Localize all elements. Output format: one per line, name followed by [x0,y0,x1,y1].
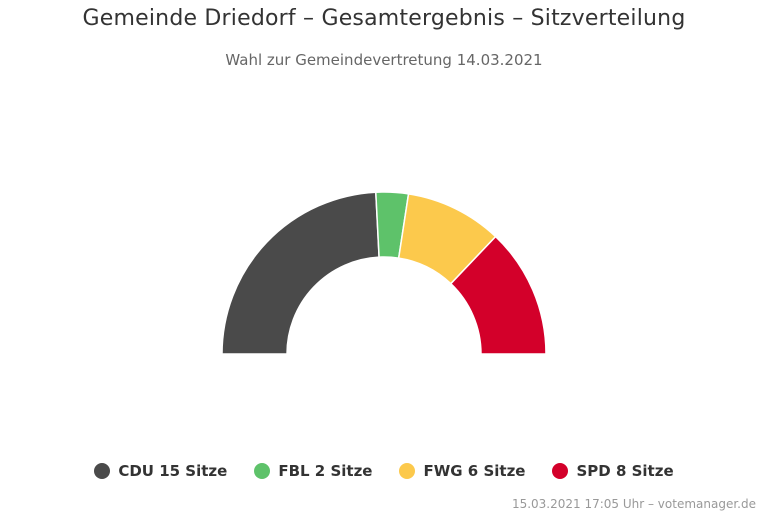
chart-title: Gemeinde Driedorf – Gesamtergebnis – Sit… [82,6,686,31]
legend-label-spd: SPD 8 Sitze [576,462,674,480]
legend-marker-spd [552,463,569,479]
legend-item-fwg[interactable]: FWG 6 Sitze [399,462,525,480]
legend-item-cdu[interactable]: CDU 15 Sitze [94,462,227,480]
slice-spd[interactable] [449,235,547,355]
legend-marker-cdu [94,463,111,479]
legend-marker-fwg [399,463,416,479]
legend-item-fbl[interactable]: FBL 2 Sitze [254,462,372,480]
legend-label-fbl: FBL 2 Sitze [278,462,373,480]
slice-cdu[interactable] [221,191,380,355]
legend: CDU 15 Sitze FBL 2 Sitze FWG 6 Sitze SPD… [0,462,768,480]
chart-subtitle: Wahl zur Gemeindevertretung 14.03.2021 [225,51,543,69]
legend-label-fwg: FWG 6 Sitze [423,462,526,480]
legend-item-spd[interactable]: SPD 8 Sitze [552,462,674,480]
legend-label-cdu: CDU 15 Sitze [118,462,228,480]
legend-marker-fbl [254,463,271,479]
credits-link[interactable]: 15.03.2021 17:05 Uhr – votemanager.de [511,497,756,511]
